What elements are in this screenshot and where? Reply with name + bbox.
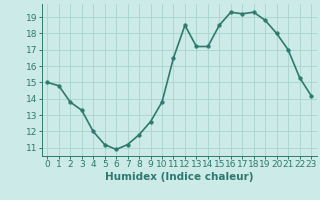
- X-axis label: Humidex (Indice chaleur): Humidex (Indice chaleur): [105, 172, 253, 182]
